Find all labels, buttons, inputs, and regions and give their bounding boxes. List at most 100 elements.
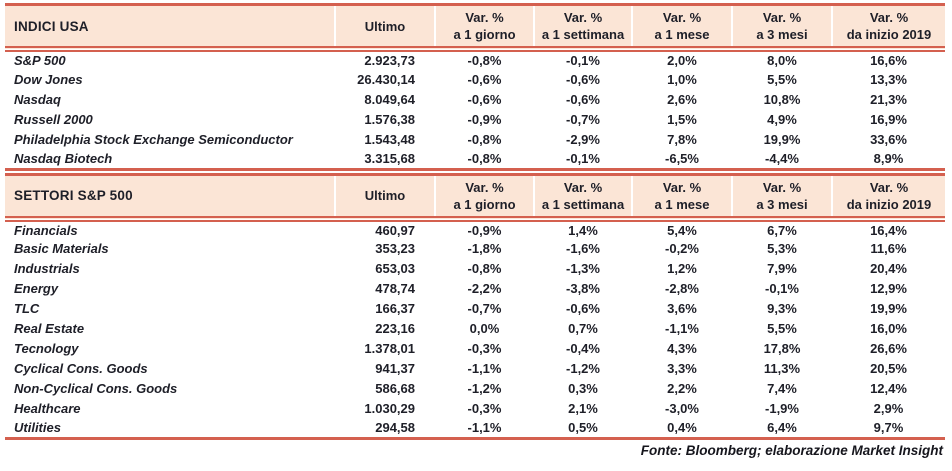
- percent-value: 26,6%: [870, 341, 907, 356]
- column-header-line2: a 3 mesi: [756, 27, 808, 42]
- percent-value: -0,8%: [467, 131, 502, 147]
- row-label: Non-Cyclical Cons. Goods: [14, 381, 178, 396]
- percent-value: 11,6%: [870, 241, 907, 256]
- column-header-var-3-mesi: Var. % a 3 mesi: [731, 3, 832, 52]
- table-row: Philadelphia Stock Exchange Semiconducto…: [5, 129, 945, 149]
- percent-value: 12,4%: [870, 381, 907, 396]
- percent-value: -0,1%: [566, 53, 600, 68]
- percent-value: -0,6%: [467, 71, 502, 87]
- percent-value: 19,9%: [870, 301, 907, 316]
- row-label: Energy: [14, 281, 59, 296]
- percent-value: -2,2%: [467, 281, 502, 296]
- column-header-line2: a 1 mese: [654, 196, 710, 212]
- column-header-var-1-settimana: Var. % a 1 settimana: [533, 172, 632, 222]
- percent-value: 5,5%: [767, 321, 797, 336]
- percent-value: -1,6%: [566, 241, 600, 256]
- percent-value: -2,8%: [665, 281, 699, 296]
- percent-value: -0,6%: [467, 91, 502, 107]
- percent-value: -0,1%: [534, 149, 632, 171]
- row-label: Philadelphia Stock Exchange Semiconducto…: [14, 131, 293, 147]
- percent-value: -3,0%: [665, 401, 699, 416]
- last-value: 460,97: [375, 222, 415, 238]
- column-header-line1: Var. %: [762, 10, 802, 25]
- table-row: Cyclical Cons. Goods 941,37 -1,1% -1,2% 3,3%…: [5, 359, 945, 379]
- column-header-line2: a 3 mesi: [756, 196, 808, 212]
- column-header-var-1-giorno: Var. % a 1 giorno: [434, 3, 534, 52]
- last-value: 941,37: [375, 361, 415, 376]
- percent-value: 1,2%: [667, 261, 697, 276]
- percent-value: 16,0%: [870, 321, 907, 336]
- percent-value: 17,8%: [763, 341, 801, 356]
- last-value: 1.543,48: [364, 131, 415, 147]
- last-value: 653,03: [375, 261, 415, 276]
- percent-value: -0,6%: [566, 91, 600, 107]
- percent-value: -1,1%: [467, 361, 502, 376]
- column-header-line2: a 1 settimana: [541, 196, 625, 212]
- table-row: Russell 2000 1.576,38 -0,9% -0,7% 1,5% 4,9% 16…: [5, 109, 945, 129]
- percent-value: 4,9%: [767, 111, 797, 127]
- row-label: Tecnology: [14, 341, 79, 356]
- percent-value: -0,8%: [435, 149, 534, 171]
- percent-value: 3,3%: [667, 361, 697, 376]
- last-value: 1.576,38: [364, 111, 415, 127]
- percent-value: 4,3%: [667, 341, 697, 356]
- column-header-ultimo: Ultimo: [334, 3, 435, 52]
- percent-value: -0,9%: [467, 222, 502, 238]
- row-label: TLC: [14, 301, 40, 316]
- row-label: Basic Materials: [14, 241, 109, 256]
- row-label: Industrials: [14, 261, 80, 276]
- row-label: Russell 2000: [14, 111, 93, 127]
- percent-value: 11,3%: [763, 361, 801, 376]
- percent-value: 6,4%: [732, 418, 832, 440]
- table-row: Basic Materials 353,23 -1,8% -1,6% -0,2% 5,3%…: [5, 239, 945, 259]
- percent-value: 16,6%: [870, 53, 907, 68]
- row-label: Nasdaq Biotech: [5, 149, 335, 171]
- table-row: Industrials 653,03 -0,8% -1,3% 1,2% 7,9% 20,4%: [5, 259, 945, 279]
- table-row: Tecnology 1.378,01 -0,3% -0,4% 4,3% 17,8% 26,6…: [5, 339, 945, 359]
- percent-value: 0,0%: [469, 321, 500, 336]
- table-row: Nasdaq Biotech 3.315,68 -0,8% -0,1% -6,5% -4,…: [5, 149, 945, 171]
- last-value: 8.049,64: [364, 91, 415, 107]
- column-header-line1: Var. %: [869, 10, 909, 25]
- last-value: 1.378,01: [364, 341, 415, 356]
- settori-sp500-body: Financials 460,97 -0,9% 1,4% 5,4% 6,7% 16,4% Ba…: [5, 219, 945, 440]
- last-value: 3.315,68: [335, 149, 435, 171]
- indici-usa-header: INDICI USA Ultimo Var. % a 1 giorno Var.…: [5, 3, 945, 52]
- percent-value: -0,1%: [765, 281, 799, 296]
- column-header-line2: a 1 giorno: [453, 27, 516, 42]
- percent-value: 16,4%: [870, 222, 907, 238]
- table-row: Non-Cyclical Cons. Goods 586,68 -1,2% 0,3% 2…: [5, 379, 945, 399]
- percent-value: 3,6%: [667, 301, 697, 316]
- indici-usa-table: INDICI USA Ultimo Var. % a 1 giorno Var.…: [5, 3, 945, 171]
- column-header-var-1-settimana: Var. % a 1 settimana: [533, 3, 632, 52]
- percent-value: 9,7%: [832, 418, 945, 440]
- percent-value: -0,2%: [665, 241, 699, 256]
- column-header-line1: Var. %: [465, 179, 504, 195]
- percent-value: 12,9%: [870, 281, 907, 296]
- percent-value: 16,9%: [870, 111, 907, 127]
- table-row: Financials 460,97 -0,9% 1,4% 5,4% 6,7% 16,4%: [5, 219, 945, 239]
- percent-value: 8,9%: [832, 149, 945, 171]
- percent-value: 2,1%: [568, 401, 598, 416]
- last-value: 166,37: [375, 301, 415, 316]
- percent-value: -1,3%: [566, 261, 600, 276]
- table-row: Dow Jones 26.430,14 -0,6% -0,6% 1,0% 5,5% 13,3…: [5, 69, 945, 89]
- percent-value: -0,9%: [467, 111, 502, 127]
- settori-sp500-table: SETTORI S&P 500 Ultimo Var. % a 1 giorno…: [5, 172, 945, 440]
- last-value: 294,58: [335, 418, 435, 440]
- percent-value: -1,8%: [467, 241, 502, 256]
- settori-sp500-header: SETTORI S&P 500 Ultimo Var. % a 1 giorno…: [5, 172, 945, 222]
- table-row: Nasdaq 8.049,64 -0,6% -0,6% 2,6% 10,8% 21,3%: [5, 89, 945, 109]
- header-row: SETTORI S&P 500 Ultimo Var. % a 1 giorno…: [5, 172, 945, 222]
- last-value: 353,23: [375, 241, 415, 256]
- percent-value: -6,5%: [632, 149, 732, 171]
- last-value: 1.030,29: [364, 401, 415, 416]
- percent-value: -0,7%: [566, 111, 600, 127]
- percent-value: 2,9%: [873, 401, 904, 416]
- percent-value: 0,7%: [568, 321, 598, 336]
- percent-value: 9,3%: [767, 301, 797, 316]
- indici-usa-body: S&P 500 2.923,73 -0,8% -0,1% 2,0% 8,0% 16,6% Do…: [5, 49, 945, 171]
- percent-value: 7,9%: [767, 261, 797, 276]
- percent-value: 21,3%: [870, 91, 907, 107]
- percent-value: -0,8%: [467, 53, 502, 68]
